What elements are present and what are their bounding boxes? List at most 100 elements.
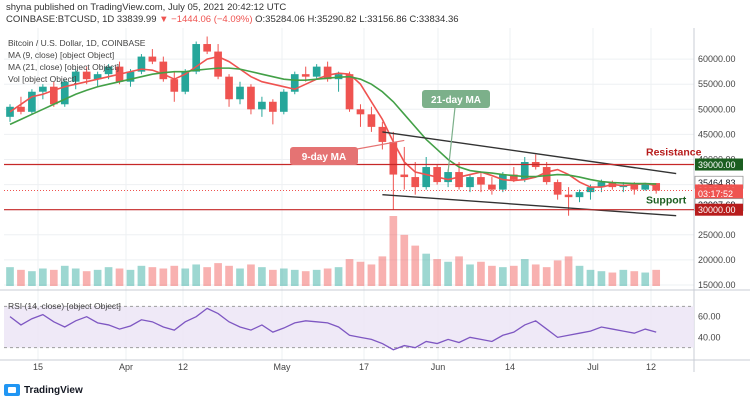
candle-body: [159, 61, 168, 80]
callout-box: [422, 90, 490, 108]
legend-rsi[interactable]: RSI (14, close) [object Object]: [8, 301, 121, 311]
volume-bar: [334, 267, 343, 286]
time-tick-label: Jul: [587, 362, 599, 372]
volume-bar: [60, 265, 69, 286]
symbol-label: COINBASE:BTCUSD, 1D: [6, 14, 115, 25]
candle-body: [477, 177, 485, 185]
price-axis[interactable]: 60000.0055000.0050000.0045000.0040000.00…: [694, 54, 744, 342]
resistance-label: Resistance: [646, 147, 702, 159]
time-tick-label: Jun: [431, 362, 446, 372]
candle-body: [652, 183, 661, 191]
volume-bar: [422, 253, 431, 286]
volume-bar: [564, 256, 573, 286]
candle-body: [312, 66, 321, 77]
price-tag-text: 35464.83: [698, 178, 736, 188]
volume-bar: [542, 267, 551, 286]
candle-body: [82, 71, 91, 80]
candle-body: [28, 91, 36, 112]
rsi-band: [4, 306, 694, 348]
price-tag-box: [695, 203, 743, 216]
volume-bar: [608, 272, 617, 286]
candle-body: [367, 114, 376, 127]
tradingview-footer[interactable]: TradingView: [4, 384, 83, 396]
time-tick-label: 17: [359, 362, 369, 372]
candle-body: [520, 162, 529, 180]
candle-body: [488, 184, 496, 190]
candle-body: [433, 167, 441, 183]
candle-body: [181, 71, 190, 92]
volume-bar: [444, 261, 452, 286]
ma21-callout: 21-day MA: [422, 90, 490, 173]
callout-text: 21-day MA: [431, 95, 481, 106]
candle-body: [279, 91, 288, 112]
channel-upper: [382, 131, 677, 175]
volume-bar: [619, 269, 628, 286]
volume-bar: [575, 265, 584, 286]
candle-body: [71, 71, 80, 82]
volume-bar: [126, 269, 135, 286]
volume-bar: [455, 256, 463, 286]
candle-body: [389, 141, 398, 175]
candle-body: [203, 44, 211, 52]
candlesticks: [6, 36, 661, 216]
price-tick-label: 20000.00: [698, 255, 736, 265]
price-tag-text: 39000.00: [698, 160, 736, 170]
volume-bar: [181, 268, 190, 286]
annotations: 21-day MA 9-day MA Resistance Support: [4, 90, 702, 211]
time-tick-label: 14: [505, 362, 515, 372]
candle-body: [49, 86, 58, 105]
time-tick-label: May: [273, 362, 291, 372]
candle-body: [564, 194, 573, 198]
price-tag: 30000.00: [695, 203, 743, 216]
candle-body: [301, 74, 310, 77]
candle-body: [499, 174, 507, 190]
price-change: ▼ −1444.06 (−4.09%): [159, 14, 253, 25]
time-axis[interactable]: 15 Apr 12 May 17 Jun 14 Jul 12: [33, 362, 656, 372]
volume-bar: [203, 267, 211, 286]
price-tick-label: 55000.00: [698, 79, 736, 89]
candle-body: [553, 182, 562, 195]
price-tag: 03:17:52: [695, 187, 743, 200]
candle-body: [269, 101, 277, 112]
volume-bar: [411, 245, 420, 286]
volume-bar: [82, 271, 91, 286]
candle-body: [466, 177, 474, 188]
volume-bar: [137, 265, 146, 286]
volume-bar: [466, 264, 474, 286]
volume-bar: [356, 261, 365, 286]
volume-bar: [214, 263, 222, 286]
channel-lower: [382, 193, 677, 217]
legend-ma9[interactable]: MA (9, close) [object Object]: [8, 50, 115, 60]
volume-bar: [477, 261, 485, 286]
volume-bar: [323, 268, 332, 286]
volume-bar: [104, 267, 113, 286]
volume-bar: [597, 271, 606, 286]
time-tick-label: Apr: [119, 362, 133, 372]
candle-body: [641, 183, 650, 190]
legend-volume[interactable]: Vol [object Object]: [8, 74, 77, 84]
volume-bar: [258, 267, 266, 286]
volume-bars: [6, 216, 661, 286]
tradingview-brand: TradingView: [24, 384, 83, 396]
candle-body: [192, 44, 201, 72]
candle-body: [597, 182, 606, 188]
candle-body: [422, 167, 431, 188]
volume-bar: [553, 260, 562, 286]
price-tag-box: [695, 158, 743, 171]
legend-ma21[interactable]: MA (21, close) [object Object]: [8, 62, 120, 72]
volume-bar: [159, 268, 168, 286]
time-tick-label: 12: [178, 362, 188, 372]
volume-bar: [586, 269, 595, 286]
candle-body: [93, 74, 102, 80]
volume-bar: [378, 256, 387, 286]
moving-averages: [9, 55, 657, 188]
volume-bar: [641, 272, 650, 286]
callout-text: 9-day MA: [302, 152, 346, 163]
candle-body: [104, 66, 113, 75]
candle-body: [39, 86, 47, 92]
volume-bar: [225, 265, 233, 286]
candle-body: [236, 86, 244, 100]
volume-bar: [312, 269, 321, 286]
price-tick-label: 45000.00: [698, 129, 736, 139]
